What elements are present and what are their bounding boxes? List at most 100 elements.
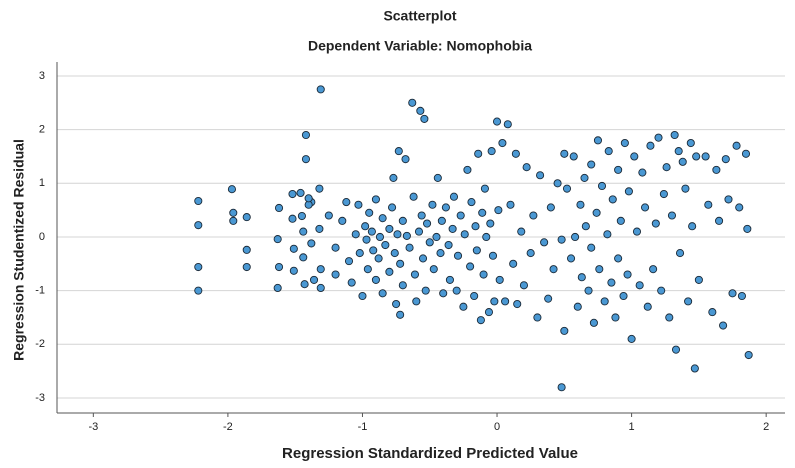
point [359,292,366,299]
point [343,198,350,205]
point [514,300,521,307]
point [433,233,440,240]
point [502,298,509,305]
point [738,292,745,299]
point [418,212,425,219]
point [437,249,444,256]
point [352,231,359,238]
point [520,282,527,289]
point [382,241,389,248]
point [534,314,541,321]
point [310,276,317,283]
point [375,255,382,262]
point [362,223,369,230]
point [598,182,605,189]
point [391,249,398,256]
point [672,346,679,353]
point [512,150,519,157]
point [742,150,749,157]
point [675,147,682,154]
point [621,139,628,146]
point [570,153,577,160]
point [493,118,500,125]
point [483,233,490,240]
point [679,158,686,165]
point [631,153,638,160]
y-tick-label: -2 [35,338,45,350]
point [644,303,651,310]
point [687,139,694,146]
y-tick-label: 3 [39,70,45,82]
point [475,150,482,157]
point [370,247,377,254]
point [593,209,600,216]
point [485,309,492,316]
point [558,384,565,391]
point [604,231,611,238]
point [641,204,648,211]
point [625,188,632,195]
point [507,201,514,208]
point [658,287,665,294]
point [243,246,250,253]
point [410,193,417,200]
y-tick-label: 0 [39,231,45,243]
point [417,107,424,114]
point [275,263,282,270]
x-tick-label: -1 [358,421,368,433]
chart-title: Scatterplot [383,8,456,24]
point [275,204,282,211]
point [477,317,484,324]
point [615,166,622,173]
point [636,282,643,289]
point [457,212,464,219]
point [195,197,202,204]
point [297,189,304,196]
point [195,263,202,270]
point [702,153,709,160]
point [736,204,743,211]
point [588,161,595,168]
point [290,267,297,274]
point [445,241,452,248]
point [660,190,667,197]
point [355,201,362,208]
point [496,276,503,283]
point [605,147,612,154]
point [434,174,441,181]
y-tick-label: 1 [39,177,45,189]
point [364,266,371,273]
point [394,231,401,238]
point [300,228,307,235]
point [403,232,410,239]
point [523,164,530,171]
point [422,287,429,294]
point [487,220,494,227]
point [301,281,308,288]
point [695,276,702,283]
point [504,121,511,128]
point [460,303,467,310]
point [450,193,457,200]
x-tick-label: -3 [88,421,98,433]
point [647,142,654,149]
point [581,174,588,181]
point [332,244,339,251]
point [376,233,383,240]
y-tick-label: 2 [39,124,45,136]
point [473,247,480,254]
point [536,172,543,179]
point [671,131,678,138]
x-tick-label: -2 [223,421,233,433]
point [243,263,250,270]
point [545,295,552,302]
point [298,212,305,219]
point [713,166,720,173]
y-axis-label: Regression Studentized Residual [11,139,27,361]
point [290,245,297,252]
point [228,186,235,193]
chart: Scatterplot Dependent Variable: Nomophob… [0,0,795,468]
x-tick-label: 2 [763,421,769,433]
point [567,255,574,262]
point [300,254,307,261]
